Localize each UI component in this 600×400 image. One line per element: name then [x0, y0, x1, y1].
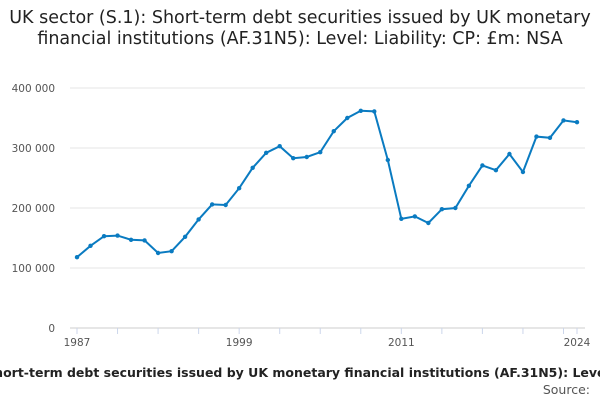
data-point[interactable]: [385, 157, 391, 163]
data-point[interactable]: [561, 118, 566, 123]
data-point[interactable]: [74, 255, 80, 260]
data-point[interactable]: [493, 168, 499, 173]
data-point[interactable]: [236, 186, 242, 191]
data-point[interactable]: [155, 250, 161, 256]
data-point[interactable]: [115, 233, 120, 238]
data-point[interactable]: [223, 202, 228, 208]
data-point[interactable]: [331, 129, 336, 134]
data-point[interactable]: [399, 216, 404, 221]
data-point[interactable]: [534, 134, 539, 139]
y-tick-label: 200 000: [12, 203, 55, 215]
data-point[interactable]: [142, 238, 147, 243]
x-tick-label: 2011: [388, 337, 415, 349]
data-point[interactable]: [318, 150, 323, 155]
source-label: Source:: [542, 382, 590, 397]
y-tick-label: 400 000: [12, 83, 55, 95]
y-tick-label: 100 000: [12, 263, 55, 275]
chart-footer: Short-term debt securities issued by UK …: [0, 365, 600, 380]
y-tick-label: 300 000: [12, 143, 55, 155]
data-point[interactable]: [507, 151, 512, 157]
data-point[interactable]: [439, 207, 445, 212]
data-point[interactable]: [169, 249, 174, 254]
series-line: [76, 109, 578, 258]
data-point[interactable]: [480, 163, 485, 168]
data-point[interactable]: [182, 234, 188, 239]
data-point[interactable]: [291, 156, 296, 161]
data-point[interactable]: [426, 220, 431, 226]
data-point[interactable]: [263, 150, 269, 155]
x-tick-label: 1999: [226, 337, 253, 349]
data-point[interactable]: [372, 109, 377, 114]
data-point[interactable]: [547, 135, 553, 140]
data-point[interactable]: [520, 169, 526, 175]
data-point[interactable]: [304, 154, 309, 160]
data-point[interactable]: [101, 234, 107, 239]
data-point[interactable]: [345, 115, 350, 121]
y-tick-label: 0: [48, 323, 55, 335]
data-point[interactable]: [412, 214, 418, 219]
x-tick-label: 1987: [64, 337, 91, 349]
data-point[interactable]: [466, 183, 472, 188]
data-point[interactable]: [88, 243, 93, 248]
chart-title: UK sector (S.1): Short-term debt securit…: [9, 8, 591, 49]
data-point[interactable]: [128, 237, 134, 242]
data-point[interactable]: [277, 144, 282, 149]
data-point[interactable]: [196, 217, 201, 222]
data-point[interactable]: [574, 120, 580, 125]
data-point[interactable]: [453, 205, 458, 211]
x-tick-label: 2024: [564, 337, 591, 349]
data-point[interactable]: [209, 202, 215, 207]
data-point[interactable]: [250, 165, 255, 170]
data-point[interactable]: [358, 108, 363, 114]
